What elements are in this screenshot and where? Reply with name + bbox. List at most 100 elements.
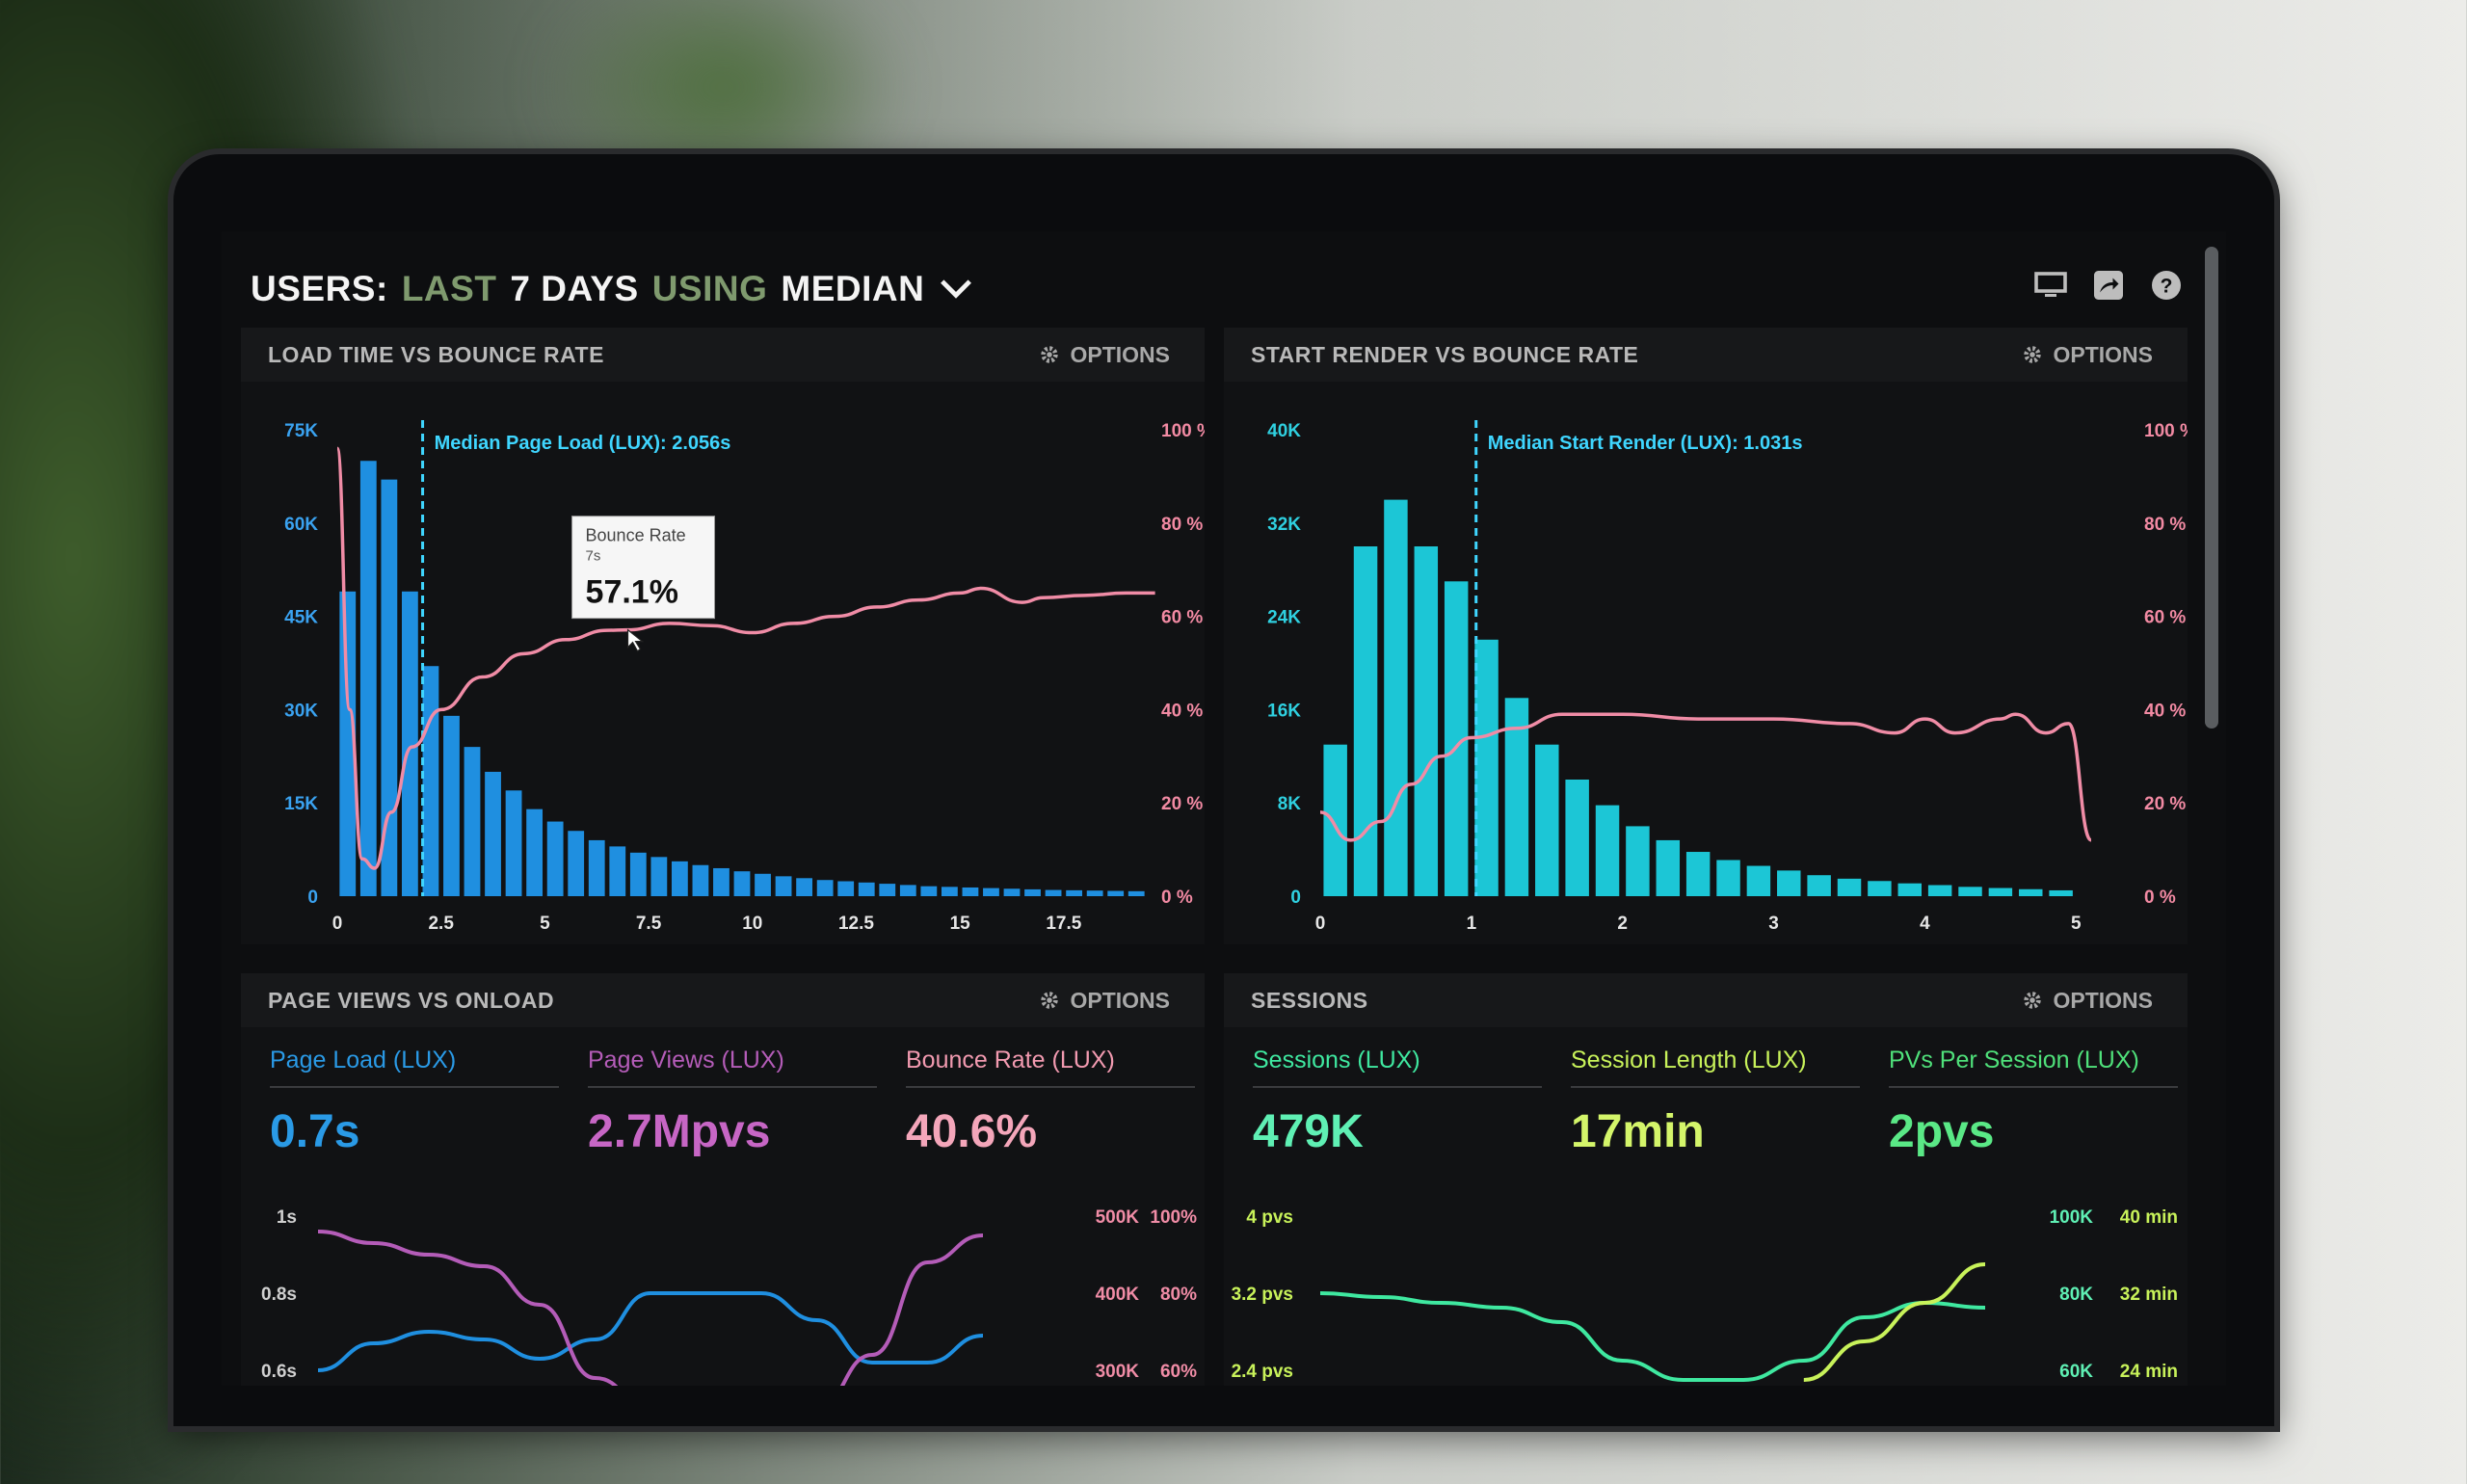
bar [1685, 852, 1711, 896]
metric-value: 2pvs [1889, 1106, 1995, 1157]
y-tick-label: 4 pvs [1246, 1207, 1293, 1228]
metric-bounce-rate[interactable]: Bounce Rate (LUX) 40.6% [906, 1047, 1195, 1158]
y2-tick-label: 80 % [1161, 515, 1203, 535]
y2-tick-label: 60 % [2144, 608, 2186, 628]
panel-header: START RENDER VS BOUNCE RATE OPTIONS [1224, 328, 2188, 382]
header-range-word: LAST [401, 269, 497, 308]
metric-sessions[interactable]: Sessions (LUX) 479K [1253, 1047, 1542, 1158]
bar [1127, 890, 1145, 896]
scrollbar[interactable] [2205, 247, 2218, 729]
monitor-icon[interactable] [2033, 268, 2068, 303]
x-tick-label: 2.5 [428, 914, 454, 934]
metric-session-length[interactable]: Session Length (LUX) 17min [1571, 1047, 1860, 1158]
chevron-down-icon[interactable] [938, 271, 974, 307]
tooltip-title: Bounce Rate [586, 526, 686, 545]
y-tick-label: 24K [1267, 608, 1301, 628]
y-tick-label: 0.8s [261, 1285, 297, 1305]
median-label: Median Start Render (LUX): 1.031s [1488, 433, 1803, 454]
options-button[interactable]: OPTIONS [2022, 988, 2153, 1014]
x-tick-label: 15 [950, 914, 971, 934]
bar [422, 666, 439, 896]
range-selector[interactable]: USERS: LAST 7 DAYS USING MEDIAN [251, 260, 974, 318]
bar [1777, 870, 1801, 896]
header-using: USING [651, 269, 768, 308]
x-tick-label: 5 [2071, 914, 2082, 934]
gear-icon [1041, 346, 1059, 363]
y2-tick-label: 300K [1096, 1362, 1140, 1382]
page-views-chart: 0.6s 0.8s 1s 300K 400K 500K 60% 80% 100% [261, 1207, 1197, 1386]
y2-tick-label: 80K [2059, 1285, 2093, 1305]
metric-pvs-per-session[interactable]: PVs Per Session (LUX) 2pvs [1889, 1047, 2178, 1158]
bar [505, 790, 522, 896]
options-button[interactable]: OPTIONS [2022, 342, 2153, 368]
dashboard-screen: USERS: LAST 7 DAYS USING MEDIAN ? LOAD T… [222, 231, 2226, 1386]
y-tick-label: 16K [1267, 701, 1301, 721]
x-tick-label: 4 [1920, 914, 1930, 934]
header-prefix: USERS: [251, 269, 388, 308]
bar [899, 885, 916, 896]
y-tick-label: 0.6s [261, 1362, 297, 1382]
help-icon[interactable]: ? [2149, 268, 2184, 303]
panel-title: PAGE VIEWS VS ONLOAD [268, 987, 555, 1013]
y2-tick-label: 100K [2050, 1207, 2094, 1228]
y-tick-label: 60K [284, 515, 318, 535]
metric-label: Bounce Rate (LUX) [906, 1047, 1195, 1088]
bar [775, 876, 792, 896]
bar [1807, 875, 1831, 896]
options-button[interactable]: OPTIONS [1039, 988, 1170, 1014]
metric-value: 2.7Mpvs [588, 1106, 771, 1157]
bar [1107, 890, 1125, 896]
bar [837, 881, 855, 896]
bar [401, 591, 418, 896]
bar [1535, 744, 1559, 896]
bounce-rate-line [1319, 712, 2093, 842]
bar [1045, 889, 1062, 896]
series-line [317, 1291, 984, 1372]
y2-tick-label: 80 % [2144, 515, 2186, 535]
bar [443, 715, 460, 896]
bar [1716, 860, 1740, 896]
y-tick-label: 30K [284, 701, 318, 721]
bar [1474, 639, 1499, 896]
metric-label: Session Length (LUX) [1571, 1047, 1860, 1088]
share-icon[interactable] [2091, 268, 2126, 303]
options-button[interactable]: OPTIONS [1039, 342, 1170, 368]
bar [858, 882, 875, 896]
bar [464, 747, 481, 896]
metric-label: Page Load (LUX) [270, 1047, 559, 1088]
metric-page-views[interactable]: Page Views (LUX) 2.7Mpvs [588, 1047, 877, 1158]
metric-value: 0.7s [270, 1106, 360, 1157]
bar [692, 864, 709, 896]
bar [983, 888, 999, 896]
x-tick-label: 5 [540, 914, 550, 934]
metric-value: 479K [1253, 1106, 1364, 1157]
bounce-rate-tooltip: Bounce Rate 7s 57.1% [571, 516, 716, 620]
bar [485, 771, 501, 896]
bar [546, 821, 564, 896]
y2-tick-label: 20 % [1161, 794, 1203, 814]
x-tick-label: 1 [1467, 914, 1477, 934]
options-label: OPTIONS [1070, 987, 1170, 1013]
bar [671, 861, 688, 896]
panel-title: LOAD TIME VS BOUNCE RATE [268, 341, 604, 367]
y3-tick-label: 24 min [2120, 1362, 2178, 1382]
y2-tick-label: 0 % [2144, 888, 2176, 908]
bar [1504, 698, 1529, 896]
panel-header: PAGE VIEWS VS ONLOAD OPTIONS [241, 973, 1205, 1027]
x-tick-label: 2 [1617, 914, 1628, 934]
bar [1595, 805, 1620, 896]
x-tick-label: 0 [1315, 914, 1326, 934]
bar [796, 878, 813, 896]
bar [1323, 744, 1347, 896]
bar [1024, 888, 1041, 896]
metric-label: Page Views (LUX) [588, 1047, 877, 1088]
panel-load-time: LOAD TIME VS BOUNCE RATE OPTIONS 0 15K 30K… [241, 328, 1205, 944]
panel-sessions: SESSIONS OPTIONS Sessions (LUX) 479K Ses… [1224, 973, 2188, 1386]
y2-tick-label: 0 % [1161, 888, 1193, 908]
y2-tick-label: 100 % [2144, 421, 2188, 441]
y-tick-label: 1s [277, 1207, 297, 1228]
y2-tick-label: 20 % [2144, 794, 2186, 814]
bar [1958, 887, 1982, 896]
metric-page-load[interactable]: Page Load (LUX) 0.7s [270, 1047, 559, 1158]
bar [1656, 839, 1681, 896]
